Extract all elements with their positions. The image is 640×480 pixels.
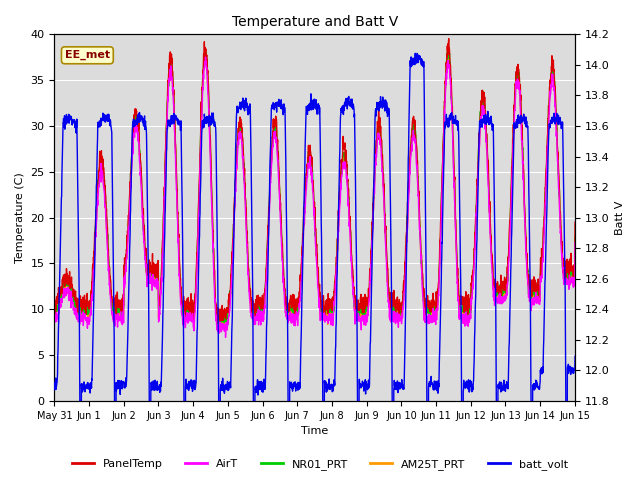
NR01_PRT (365, 288, 373, 294)
PanelTemp (190, 320, 198, 325)
PanelTemp (500, 283, 508, 289)
Line: AM25T_PRT: AM25T_PRT (54, 53, 609, 330)
batt_volt (500, 383, 508, 388)
Line: batt_volt: batt_volt (54, 53, 609, 480)
Y-axis label: Temperature (C): Temperature (C) (15, 172, 25, 263)
AirT (531, 295, 539, 300)
NR01_PRT (605, 227, 613, 232)
PanelTemp (445, 36, 452, 42)
PanelTemp (598, 229, 606, 235)
PanelTemp (226, 290, 234, 296)
NR01_PRT (223, 324, 231, 329)
NR01_PRT (500, 286, 508, 291)
AirT (605, 238, 613, 243)
AirT (500, 299, 508, 305)
PanelTemp (365, 279, 373, 285)
NR01_PRT (226, 295, 234, 300)
batt_volt (226, 379, 234, 385)
AM25T_PRT (444, 50, 451, 56)
AM25T_PRT (51, 308, 58, 313)
AirT (202, 54, 209, 60)
Line: NR01_PRT: NR01_PRT (54, 50, 609, 326)
Y-axis label: Batt V: Batt V (615, 201, 625, 235)
batt_volt (51, 381, 58, 387)
NR01_PRT (106, 277, 114, 283)
NR01_PRT (51, 303, 58, 309)
Legend: PanelTemp, AirT, NR01_PRT, AM25T_PRT, batt_volt: PanelTemp, AirT, NR01_PRT, AM25T_PRT, ba… (68, 455, 572, 474)
Line: AirT: AirT (54, 57, 609, 337)
Text: EE_met: EE_met (65, 50, 110, 60)
AM25T_PRT (214, 327, 222, 333)
batt_volt (365, 384, 373, 389)
NR01_PRT (531, 289, 539, 295)
AirT (221, 335, 229, 340)
batt_volt (531, 384, 539, 390)
batt_volt (106, 122, 114, 128)
AM25T_PRT (365, 289, 373, 295)
Title: Temperature and Batt V: Temperature and Batt V (232, 15, 397, 29)
AM25T_PRT (531, 294, 539, 300)
X-axis label: Time: Time (301, 426, 328, 436)
AM25T_PRT (226, 298, 234, 303)
AirT (51, 315, 58, 321)
AirT (598, 244, 606, 250)
PanelTemp (605, 225, 613, 230)
NR01_PRT (445, 47, 453, 53)
AirT (227, 301, 234, 307)
PanelTemp (531, 277, 539, 283)
PanelTemp (51, 303, 58, 309)
AirT (366, 286, 374, 291)
AM25T_PRT (605, 230, 613, 236)
batt_volt (605, 356, 613, 362)
AM25T_PRT (500, 288, 508, 294)
PanelTemp (106, 276, 114, 282)
AM25T_PRT (106, 280, 114, 286)
AM25T_PRT (598, 236, 606, 242)
batt_volt (412, 50, 419, 56)
Line: PanelTemp: PanelTemp (54, 39, 609, 323)
batt_volt (598, 348, 606, 354)
AirT (106, 288, 114, 294)
NR01_PRT (598, 234, 606, 240)
